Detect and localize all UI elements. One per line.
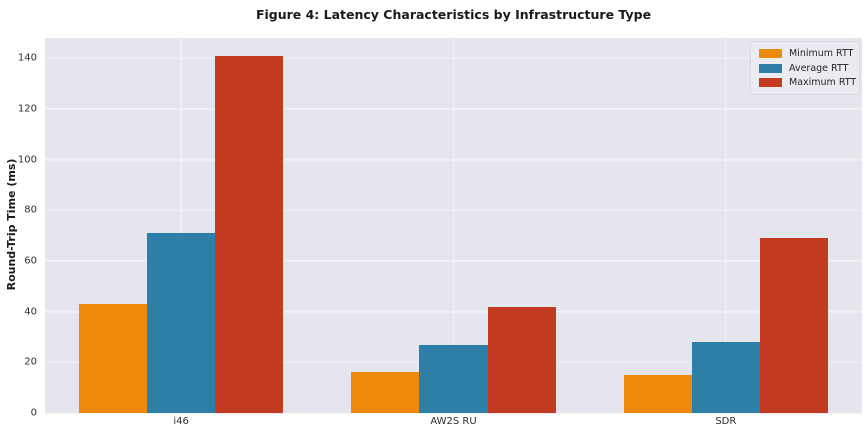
legend-item-minimum-rtt: Minimum RTT [759,48,854,59]
gridline-x-i46 [180,38,182,413]
chart-title: Figure 4: Latency Characteristics by Inf… [255,7,652,22]
bar-i46-minimum-rtt [79,304,148,413]
y-tick-label-40: 40 [24,306,37,318]
x-tick-label-i46: i46 [173,416,189,427]
y-tick-label-120: 120 [17,103,37,115]
y-tick-label-100: 100 [17,154,37,166]
legend-item-average-rtt: Average RTT [759,63,851,74]
bar-i46-maximum-rtt [215,55,284,413]
legend: Minimum RTT Average RTT Maximum RTT [750,41,860,95]
bar-aw2s-ru-maximum-rtt [487,306,556,413]
legend-swatch-average-rtt [759,63,782,73]
y-tick-label-20: 20 [24,356,37,368]
legend-item-maximum-rtt: Maximum RTT [759,77,856,88]
y-tick-label-80: 80 [24,204,37,216]
gridline-x-aw2s-ru [452,38,455,413]
y-tick-label-0: 0 [30,407,37,419]
legend-swatch-minimum-rtt [759,49,782,58]
gridline-y-0 [45,412,862,414]
plot-area [45,38,862,414]
x-tick-label-sdr: SDR [715,416,737,427]
bar-sdr-average-rtt [691,342,760,413]
bar-aw2s-ru-average-rtt [419,344,488,413]
bar-sdr-maximum-rtt [759,238,828,413]
legend-swatch-maximum-rtt [759,78,782,87]
legend-label-maximum-rtt: Maximum RTT [789,77,857,88]
bar-i46-average-rtt [147,233,216,413]
bar-sdr-minimum-rtt [623,375,692,413]
gridline-x-sdr [725,38,727,413]
y-axis-ticks: 0 20 40 60 80 100 120 140 [0,38,37,419]
y-tick-label-60: 60 [24,255,37,267]
y-tick-label-140: 140 [17,52,37,64]
x-axis-ticks: i46 AW2S RU SDR [45,416,862,432]
legend-label-average-rtt: Average RTT [789,62,849,74]
legend-label-minimum-rtt: Minimum RTT [789,48,854,59]
bar-aw2s-ru-minimum-rtt [351,372,420,413]
x-tick-label-aw2s-ru: AW2S RU [430,416,477,427]
